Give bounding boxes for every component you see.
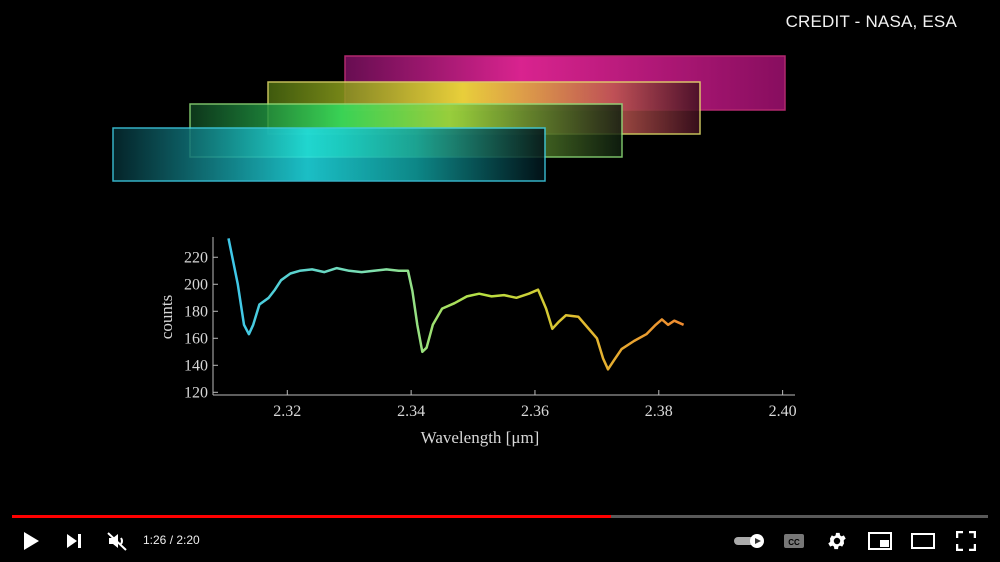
x-tick-label: 2.38 xyxy=(645,403,673,420)
settings-button[interactable] xyxy=(824,528,850,554)
time-display: 1:26 / 2:20 xyxy=(143,533,200,547)
progress-played xyxy=(12,515,612,518)
y-tick-label: 180 xyxy=(184,303,208,320)
next-icon xyxy=(67,534,81,548)
fullscreen-icon xyxy=(956,531,976,551)
time-separator: / xyxy=(166,533,177,547)
x-tick-label: 2.34 xyxy=(397,403,425,420)
time-current: 1:26 xyxy=(143,533,167,547)
autoplay-toggle[interactable] xyxy=(733,528,767,554)
y-tick-label: 160 xyxy=(184,330,208,347)
time-total: 2:20 xyxy=(176,533,200,547)
player-controls: 1:26 / 2:20 CC xyxy=(0,520,1000,562)
subtitles-icon: CC xyxy=(784,534,804,548)
x-tick-label: 2.40 xyxy=(769,403,797,420)
mute-icon xyxy=(107,532,127,551)
svg-text:CC: CC xyxy=(788,538,800,547)
x-tick-label: 2.36 xyxy=(521,403,549,420)
autoplay-toggle-icon xyxy=(734,534,764,548)
subtitles-button[interactable]: CC xyxy=(781,528,807,554)
fullscreen-button[interactable] xyxy=(953,528,979,554)
play-button[interactable] xyxy=(18,528,44,554)
x-tick-label: 2.32 xyxy=(273,403,301,420)
x-axis-label: Wavelength [μm] xyxy=(421,428,540,447)
theater-icon xyxy=(911,533,935,549)
x-ticks: 2.32 2.34 2.36 2.38 2.40 xyxy=(273,390,797,420)
y-axis-label: counts xyxy=(157,295,176,339)
y-tick-label: 140 xyxy=(184,357,208,374)
progress-bar[interactable] xyxy=(12,515,988,518)
theater-mode-button[interactable] xyxy=(910,528,936,554)
mute-button[interactable] xyxy=(104,528,130,554)
miniplayer-icon xyxy=(868,532,892,550)
next-button[interactable] xyxy=(61,528,87,554)
spectrum-bars xyxy=(112,55,786,182)
miniplayer-button[interactable] xyxy=(867,528,893,554)
y-tick-label: 200 xyxy=(184,276,208,293)
credit-caption: CREDIT - NASA, ESA xyxy=(785,12,957,31)
chart-series-line xyxy=(227,238,685,371)
spectrum-bar-cyan xyxy=(112,127,546,182)
y-tick-label: 120 xyxy=(184,384,208,401)
play-icon xyxy=(24,532,39,550)
y-tick-label: 220 xyxy=(184,249,208,266)
settings-icon xyxy=(828,532,846,550)
y-ticks: 120 140 160 180 200 220 xyxy=(184,249,218,401)
